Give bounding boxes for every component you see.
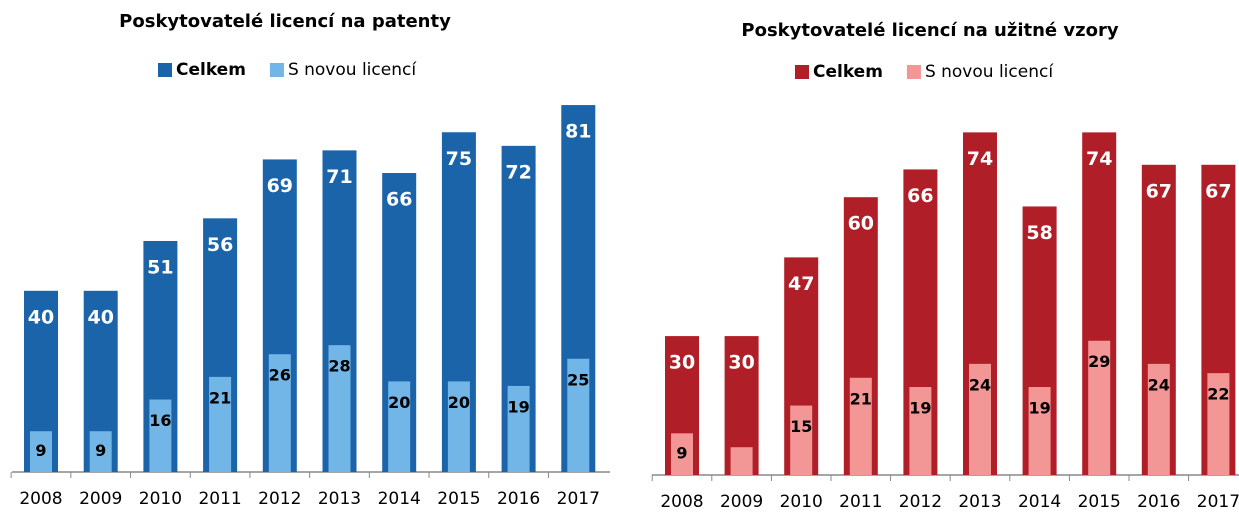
x-tick-label: 2011 [198,489,241,509]
bar [89,431,112,472]
data-label: 9 [676,444,687,463]
bar [268,354,291,472]
legend-swatch [795,65,809,79]
legend-swatch [269,63,284,77]
x-tick-label: 2015 [437,489,480,509]
data-label: 66 [907,185,933,207]
bar [1207,373,1230,475]
legend-swatch [158,63,172,77]
x-tick-label: 2011 [839,492,882,512]
bar [388,381,411,472]
data-label: 30 [669,352,695,374]
bar [909,387,932,475]
data-label: 81 [565,121,591,143]
bar [730,447,753,475]
data-label: 60 [848,213,874,235]
data-label: 72 [505,161,531,183]
bar [849,377,872,475]
data-label: 21 [209,388,231,407]
x-tick-label: 2016 [497,489,540,509]
x-tick-label: 2012 [899,492,942,512]
x-tick-label: 2016 [1137,492,1180,512]
data-label: 20 [388,393,410,412]
legend-swatch [906,65,921,79]
bar [507,385,530,472]
x-tick-label: 2015 [1078,492,1121,512]
data-label: 40 [87,306,113,328]
data-label: 24 [969,375,991,394]
data-label: 75 [446,148,472,170]
x-tick-label: 2014 [378,489,421,509]
bar [447,381,470,472]
data-label: 40 [28,306,54,328]
data-label: 29 [1088,352,1110,371]
legend-label: S novou licencí [925,62,1054,82]
x-tick-label: 2009 [720,492,763,512]
data-label: 9 [35,441,46,460]
data-label: 67 [1205,180,1231,202]
data-label: 16 [149,411,171,430]
chart-title: Poskytovatelé licencí na užitné vzory [741,20,1118,41]
data-label: 20 [448,393,470,412]
data-label: 28 [328,357,350,376]
data-label: 71 [326,166,352,188]
bar [1088,340,1111,475]
bar [209,376,232,472]
x-tick-label: 2009 [79,489,122,509]
legend-label: Celkem [176,60,246,80]
bar [1028,387,1051,475]
data-label: 30 [728,352,754,374]
data-label: 56 [207,234,233,256]
data-label: 47 [788,273,814,295]
data-label: 9 [95,441,106,460]
data-label: 51 [147,256,173,278]
bar [567,358,590,472]
legend-label: Celkem [813,62,883,82]
data-label: 19 [507,397,529,416]
chart-title: Poskytovatelé licencí na patenty [119,11,451,32]
data-label: 19 [1028,399,1050,418]
x-tick-label: 2017 [1197,492,1239,512]
data-label: 26 [269,366,291,385]
data-label: 21 [850,389,872,408]
legend-label: S novou licencí [288,60,417,80]
data-label: 74 [1086,148,1112,170]
data-label: 74 [967,148,993,170]
x-tick-label: 2013 [318,489,361,509]
x-tick-label: 2008 [660,492,703,512]
bar [30,431,52,472]
bar [790,405,813,475]
data-label: 66 [386,189,412,211]
x-tick-label: 2012 [258,489,301,509]
data-label: 69 [267,175,293,197]
data-label: 25 [567,370,589,389]
bar [969,363,991,475]
data-label: 24 [1148,375,1170,394]
x-tick-label: 2014 [1018,492,1061,512]
data-label: 67 [1146,180,1172,202]
x-tick-label: 2010 [780,492,823,512]
x-tick-label: 2017 [557,489,600,509]
data-label: 58 [1026,222,1052,244]
data-label: 19 [909,399,931,418]
bar [671,433,693,475]
data-label: 15 [790,417,812,436]
x-tick-label: 2008 [19,489,62,509]
bar [1147,363,1170,475]
bar [328,345,351,472]
bar [149,399,172,472]
x-tick-label: 2010 [139,489,182,509]
x-tick-label: 2013 [958,492,1001,512]
data-label: 22 [1207,385,1229,404]
